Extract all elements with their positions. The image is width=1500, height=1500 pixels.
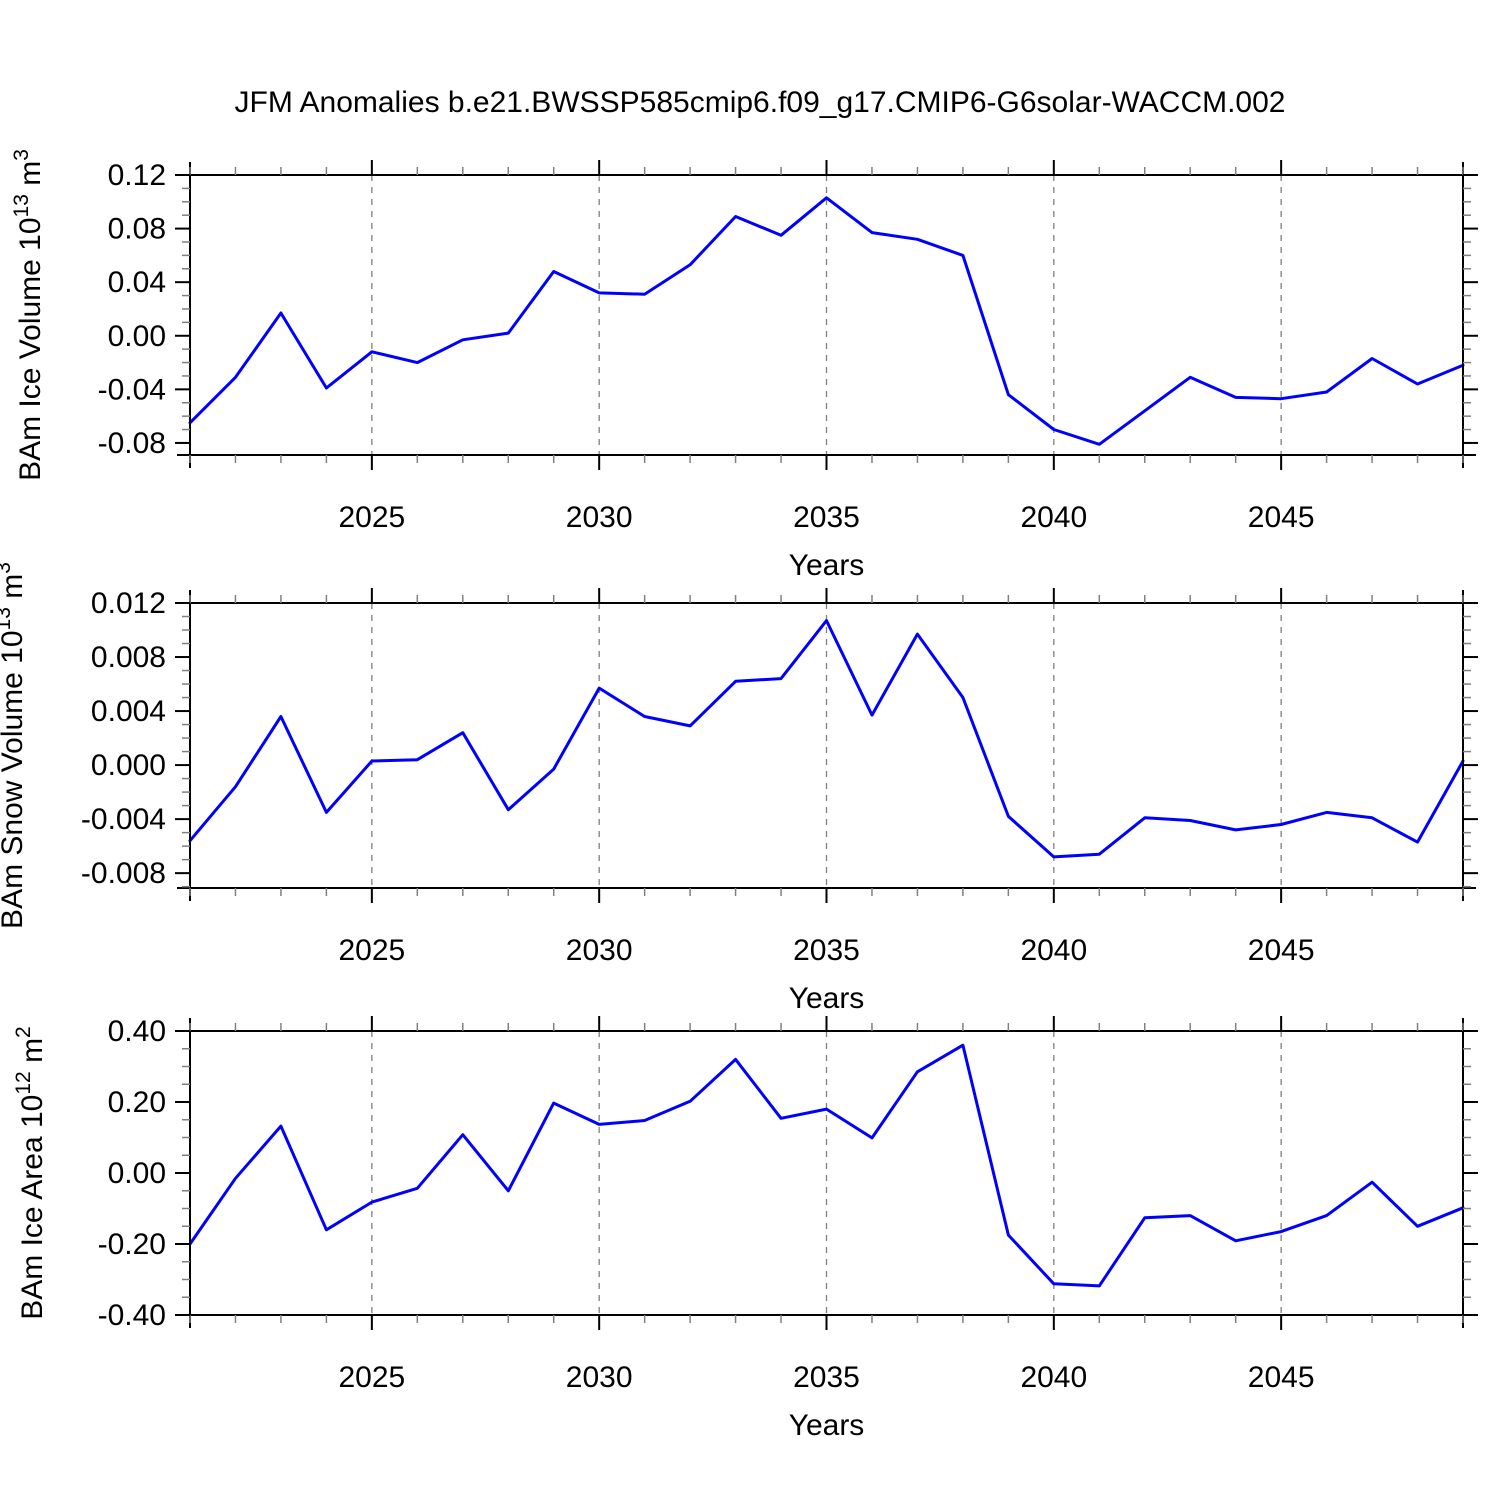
ytick-label: 0.04: [108, 266, 166, 299]
xtick-label: 2025: [338, 1361, 405, 1394]
xtick-label: 2025: [338, 501, 405, 534]
ytick-label: -0.004: [81, 803, 166, 836]
bam-ice-area-line: [188, 1043, 1465, 1288]
xtick-label: 2045: [1248, 501, 1315, 534]
xtick-label: 2035: [793, 1361, 860, 1394]
ytick-label: 0.00: [108, 1157, 166, 1190]
xtick-label: 2040: [1020, 1361, 1087, 1394]
ytick-label: 0.012: [91, 587, 166, 620]
xaxis-title: Years: [789, 982, 865, 1015]
ytick-label: 0.008: [91, 641, 166, 674]
xaxis-title: Years: [789, 549, 865, 582]
figure-title: JFM Anomalies b.e21.BWSSP585cmip6.f09_g1…: [234, 86, 1286, 119]
xtick-label: 2045: [1248, 934, 1315, 967]
xtick-label: 2035: [793, 501, 860, 534]
ytick-label: 0.08: [108, 213, 166, 246]
panel-bam-ice-volume: 0.12 0.08 0.04 0.00 -0.04 -0.08 2025 2030 2035 20…: [10, 149, 1478, 582]
xaxis-title: Years: [789, 1409, 865, 1442]
ytick-label: 0.40: [108, 1015, 166, 1048]
yaxis-title: BAm Snow Volume 1013 m3: [0, 562, 29, 929]
panel-bam-ice-area: 0.40 0.20 0.00 -0.20 -0.40 2025 2030 2035 2040 20…: [12, 1015, 1478, 1442]
xtick-label: 2030: [566, 1361, 633, 1394]
xtick-label: 2025: [338, 934, 405, 967]
panel-bam-snow-volume: 0.012 0.008 0.004 0.000 -0.004 -0.008 2025 2030…: [0, 562, 1478, 1015]
xtick-label: 2040: [1020, 934, 1087, 967]
ytick-label: -0.20: [98, 1228, 166, 1261]
ytick-label: 0.004: [91, 695, 166, 728]
bam-ice-volume-line: [188, 196, 1465, 446]
xtick-label: 2030: [566, 934, 633, 967]
bam-snow-volume-line: [188, 619, 1465, 859]
ytick-label: -0.04: [98, 373, 166, 406]
xtick-label: 2030: [566, 501, 633, 534]
xtick-label: 2045: [1248, 1361, 1315, 1394]
ytick-label: 0.20: [108, 1086, 166, 1119]
ytick-label: 0.00: [108, 320, 166, 353]
ytick-label: -0.08: [98, 427, 166, 460]
xtick-label: 2035: [793, 934, 860, 967]
ytick-label: 0.000: [91, 749, 166, 782]
ytick-label: -0.008: [81, 857, 166, 890]
ytick-label: -0.40: [98, 1299, 166, 1332]
yaxis-title: BAm Ice Area 1012 m2: [12, 1026, 49, 1320]
xtick-label: 2040: [1020, 501, 1087, 534]
yaxis-title: BAm Ice Volume 1013 m3: [10, 149, 47, 481]
ytick-label: 0.12: [108, 159, 166, 192]
